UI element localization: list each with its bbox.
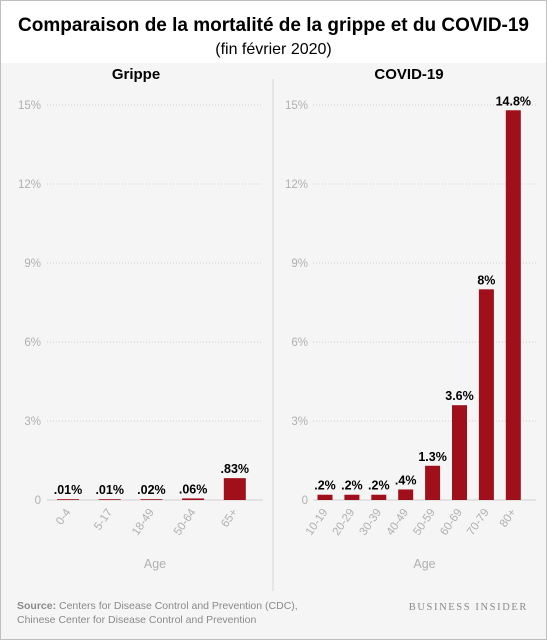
y-tick-label: 15% xyxy=(285,100,308,112)
y-tick-label: 0 xyxy=(35,495,41,507)
y-tick-label: 3% xyxy=(291,416,308,428)
chart-subtitle: (fin février 2020) xyxy=(215,41,332,58)
x-tick-label: 0-4 xyxy=(54,506,74,527)
x-tick-label: 40-49 xyxy=(384,507,411,538)
data-label: 8% xyxy=(477,273,495,287)
data-label: .06% xyxy=(179,482,208,496)
data-label: .2% xyxy=(368,479,390,493)
bar-18-49 xyxy=(140,499,163,500)
data-label: .83% xyxy=(221,462,250,476)
brand-logo: BUSINESS INSIDER xyxy=(408,602,528,613)
y-tick-label: 0 xyxy=(302,495,308,507)
y-tick-label: 3% xyxy=(24,416,41,428)
x-axis-label: Age xyxy=(413,557,435,571)
x-tick-label: 20-29 xyxy=(331,507,358,538)
y-tick-label: 9% xyxy=(24,258,41,270)
data-label: 1.3% xyxy=(418,450,447,464)
x-tick-label: 18-49 xyxy=(130,507,157,538)
x-tick-label: 50-64 xyxy=(172,506,199,537)
x-tick-label: 5-17 xyxy=(92,507,115,533)
y-tick-label: 6% xyxy=(24,337,41,349)
y-tick-label: 12% xyxy=(18,179,41,191)
x-tick-label: 70-79 xyxy=(465,507,492,538)
data-label: 14.8% xyxy=(496,94,531,108)
x-tick-label: 50-59 xyxy=(411,507,438,538)
x-tick-label: 80+ xyxy=(498,507,519,530)
bar-70-79 xyxy=(478,289,494,500)
chart-title: Comparaison de la mortalité de la grippe… xyxy=(18,15,529,36)
data-label: .02% xyxy=(137,483,166,497)
y-tick-label: 6% xyxy=(291,337,308,349)
data-label: .2% xyxy=(341,479,363,493)
bar-30-39 xyxy=(371,494,387,500)
source-line-2: Chinese Center for Disease Control and P… xyxy=(17,614,257,626)
bar-80+ xyxy=(505,110,521,501)
y-tick-label: 15% xyxy=(18,100,41,112)
source-note: Source: Centers for Disease Control and … xyxy=(17,599,298,627)
bar-20-29 xyxy=(344,494,360,500)
data-label: .4% xyxy=(395,473,417,487)
bar-50-64 xyxy=(182,498,205,500)
bar-40-49 xyxy=(398,489,414,500)
x-tick-label: 30-39 xyxy=(358,507,385,538)
data-label: .01% xyxy=(95,483,124,497)
bar-50-59 xyxy=(425,465,441,500)
bar-65+ xyxy=(223,478,246,500)
x-tick-label: 60-69 xyxy=(438,507,465,538)
panel-title-covid-19: COVID-19 xyxy=(374,66,443,83)
bar-5-17 xyxy=(98,499,121,500)
data-label: .2% xyxy=(314,479,336,493)
data-label: 3.6% xyxy=(445,389,474,403)
x-axis-label: Age xyxy=(144,557,166,571)
bar-10-19 xyxy=(317,494,333,500)
source-line-1: Centers for Disease Control and Preventi… xyxy=(56,600,298,612)
header: Comparaison de la mortalité de la grippe… xyxy=(1,1,546,63)
x-tick-label: 65+ xyxy=(219,507,240,530)
bar-0-4 xyxy=(57,499,79,500)
x-tick-label: 10-19 xyxy=(304,507,331,538)
charts-area: Grippe 0 3% 6% 9% 12% 15% .01% 0-4 .01% 5-17 .02% 18… xyxy=(18,66,536,591)
y-tick-label: 12% xyxy=(285,179,308,191)
data-label: .01% xyxy=(54,483,83,497)
panel-title-grippe: Grippe xyxy=(112,66,160,83)
y-tick-label: 9% xyxy=(291,258,308,270)
source-label: Source: xyxy=(17,600,57,612)
bar-60-69 xyxy=(452,405,467,500)
